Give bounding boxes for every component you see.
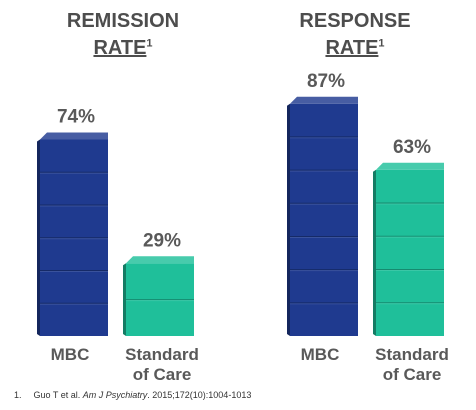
footnote: 1. Guo T et al. Am J Psychiatry. 2015;172… — [14, 390, 251, 400]
response-category-label-standard-of-care-line1: Standard — [375, 345, 449, 364]
remission-category-label-standard-of-care-line1: Standard — [125, 345, 199, 364]
remission-value-label-standard-of-care: 29% — [143, 230, 181, 251]
response-bar-mbc — [287, 96, 358, 336]
remission-title-line2: RATE — [93, 37, 147, 59]
remission-category-label-standard-of-care-line2: of Care — [133, 365, 192, 384]
response-chart-title: RESPONSE RATE1 — [262, 8, 448, 62]
remission-value-label-mbc: 74% — [57, 107, 95, 128]
footnote-citation: . 2015;172(10):1004-1013 — [147, 390, 252, 400]
response-value-label-standard-of-care: 63% — [393, 137, 431, 158]
footnote-authors: Guo T et al. — [33, 390, 81, 400]
footnote-journal: Am J Psychiatry — [82, 390, 148, 400]
response-value-label-mbc: 87% — [307, 71, 345, 92]
remission-bar-standard-of-care — [123, 256, 194, 336]
response-bar-standard-of-care — [373, 162, 444, 336]
footnote-number: 1. — [14, 390, 22, 400]
response-title-superscript: 1 — [378, 37, 385, 50]
remission-category-label-mbc-line1: MBC — [51, 345, 90, 364]
response-category-label-standard-of-care-line2: of Care — [383, 365, 442, 384]
remission-title-line1: REMISSION — [66, 10, 180, 32]
response-category-label-mbc-line1: MBC — [301, 345, 340, 364]
response-title-line1: RESPONSE — [299, 10, 411, 32]
remission-chart-title: REMISSION RATE1 — [30, 8, 216, 62]
remission-title-superscript: 1 — [146, 37, 153, 50]
response-title-line2: RATE — [325, 37, 379, 59]
remission-bar-mbc — [37, 132, 108, 336]
